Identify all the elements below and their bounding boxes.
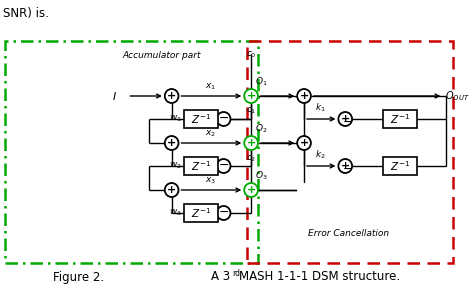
- Circle shape: [338, 112, 352, 126]
- Circle shape: [165, 136, 179, 150]
- Text: $x_1$: $x_1$: [205, 81, 217, 92]
- Text: +: +: [341, 114, 350, 124]
- Text: $O_2$: $O_2$: [255, 123, 267, 135]
- Text: rd: rd: [232, 269, 240, 278]
- Circle shape: [165, 183, 179, 197]
- Text: $I$: $I$: [112, 90, 117, 102]
- Circle shape: [244, 183, 258, 197]
- Text: $Z^{-1}$: $Z^{-1}$: [191, 112, 211, 126]
- Text: +: +: [246, 138, 255, 148]
- Text: −: −: [219, 206, 229, 219]
- Text: +: +: [246, 185, 255, 195]
- Text: +: +: [167, 185, 176, 195]
- Text: +: +: [341, 161, 350, 171]
- Text: −: −: [343, 116, 354, 129]
- Text: $Z^{-1}$: $Z^{-1}$: [191, 159, 211, 173]
- Text: +: +: [300, 91, 309, 101]
- Circle shape: [244, 89, 258, 103]
- Text: Figure 2.: Figure 2.: [53, 271, 104, 283]
- Text: $O_3$: $O_3$: [255, 169, 268, 182]
- Circle shape: [297, 89, 311, 103]
- Text: $k_2$: $k_2$: [315, 149, 326, 161]
- Text: MASH 1-1-1 DSM structure.: MASH 1-1-1 DSM structure.: [239, 271, 401, 283]
- Text: $w_3$: $w_3$: [169, 208, 182, 218]
- Text: $w_2$: $w_2$: [169, 161, 182, 171]
- Text: $x_2$: $x_2$: [205, 129, 216, 139]
- Circle shape: [338, 159, 352, 173]
- Text: −: −: [343, 163, 354, 176]
- Circle shape: [217, 112, 230, 126]
- Text: Error Cancellation: Error Cancellation: [308, 228, 389, 237]
- Text: −: −: [219, 159, 229, 172]
- Bar: [383, 110, 417, 128]
- Text: $O_{OUT}$: $O_{OUT}$: [445, 89, 470, 103]
- Text: +: +: [246, 91, 255, 101]
- Text: $Z^{-1}$: $Z^{-1}$: [191, 206, 211, 220]
- Bar: [184, 157, 218, 175]
- Text: $c_0$: $c_0$: [246, 49, 256, 59]
- Circle shape: [297, 136, 311, 150]
- Text: $x_3$: $x_3$: [205, 175, 217, 186]
- Text: $Z^{-1}$: $Z^{-1}$: [390, 112, 410, 126]
- Text: −: −: [219, 112, 229, 125]
- Text: $w_1$: $w_1$: [169, 114, 182, 124]
- Bar: [247, 41, 453, 263]
- Bar: [184, 110, 218, 128]
- Bar: [184, 204, 218, 222]
- Text: SNR) is.: SNR) is.: [3, 7, 49, 20]
- Text: $O_1$: $O_1$: [255, 75, 268, 88]
- Circle shape: [244, 136, 258, 150]
- Circle shape: [297, 183, 311, 197]
- Text: $c_2$: $c_2$: [246, 153, 256, 164]
- Circle shape: [217, 159, 230, 173]
- Bar: [5, 41, 258, 263]
- Text: +: +: [167, 138, 176, 148]
- Text: $k_1$: $k_1$: [315, 102, 326, 114]
- Text: Accumulator part: Accumulator part: [123, 51, 201, 59]
- Circle shape: [165, 89, 179, 103]
- Circle shape: [217, 206, 230, 220]
- Text: +: +: [167, 91, 176, 101]
- Text: A 3: A 3: [211, 271, 230, 283]
- Bar: [383, 157, 417, 175]
- Text: +: +: [300, 138, 309, 148]
- Text: $Z^{-1}$: $Z^{-1}$: [390, 159, 410, 173]
- Text: $c_1$: $c_1$: [246, 106, 256, 116]
